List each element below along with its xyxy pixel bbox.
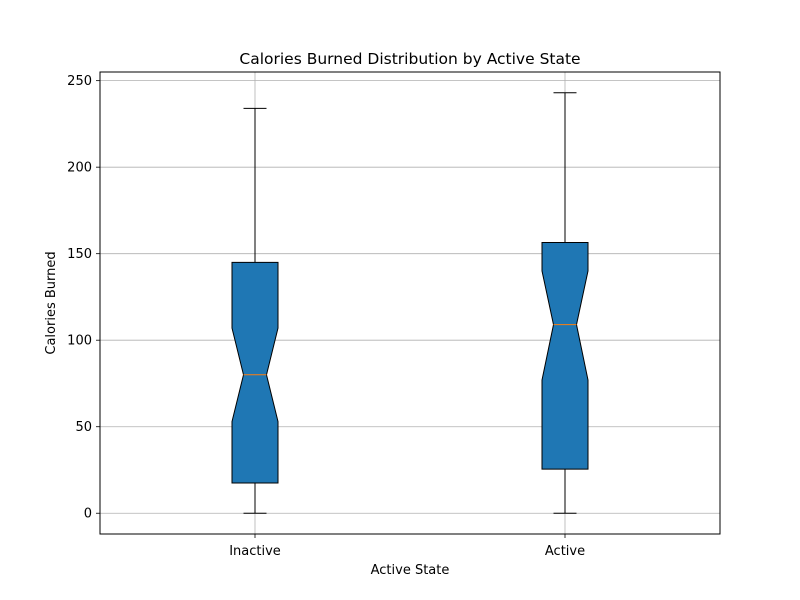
chart-title: Calories Burned Distribution by Active S… [239,50,580,68]
y-tick-label: 150 [67,247,92,262]
box-body [541,241,589,470]
x-tick-label: Inactive [229,544,281,559]
box-series [231,92,589,514]
y-tick-label: 50 [75,420,92,435]
x-tick-label: Active [545,544,585,559]
y-axis-title: Calories Burned [44,251,59,354]
box-body [231,261,279,484]
y-tick-label: 0 [84,507,92,522]
x-axis-title: Active State [371,563,450,578]
box-group-active [541,92,589,514]
y-axis: 0 50 100 150 200 250 [67,74,100,522]
y-tick-label: 100 [67,334,92,349]
plot-area-frame [99,71,721,535]
box-group-inactive [231,107,279,514]
y-tick-label: 250 [67,74,92,89]
x-axis: Inactive Active [229,534,585,559]
y-tick-label: 200 [67,161,92,176]
